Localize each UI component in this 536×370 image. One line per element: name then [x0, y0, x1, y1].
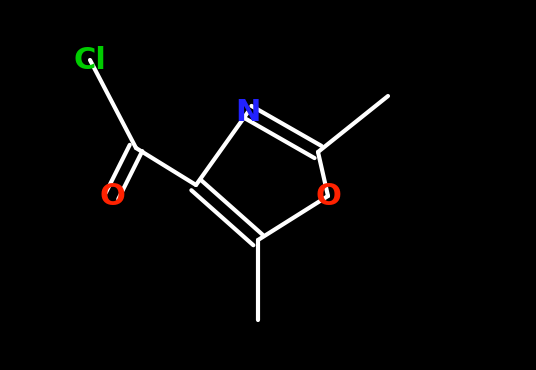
Text: N: N	[235, 98, 260, 127]
Text: O: O	[315, 182, 341, 211]
Text: O: O	[99, 182, 125, 211]
Text: Cl: Cl	[73, 46, 107, 74]
